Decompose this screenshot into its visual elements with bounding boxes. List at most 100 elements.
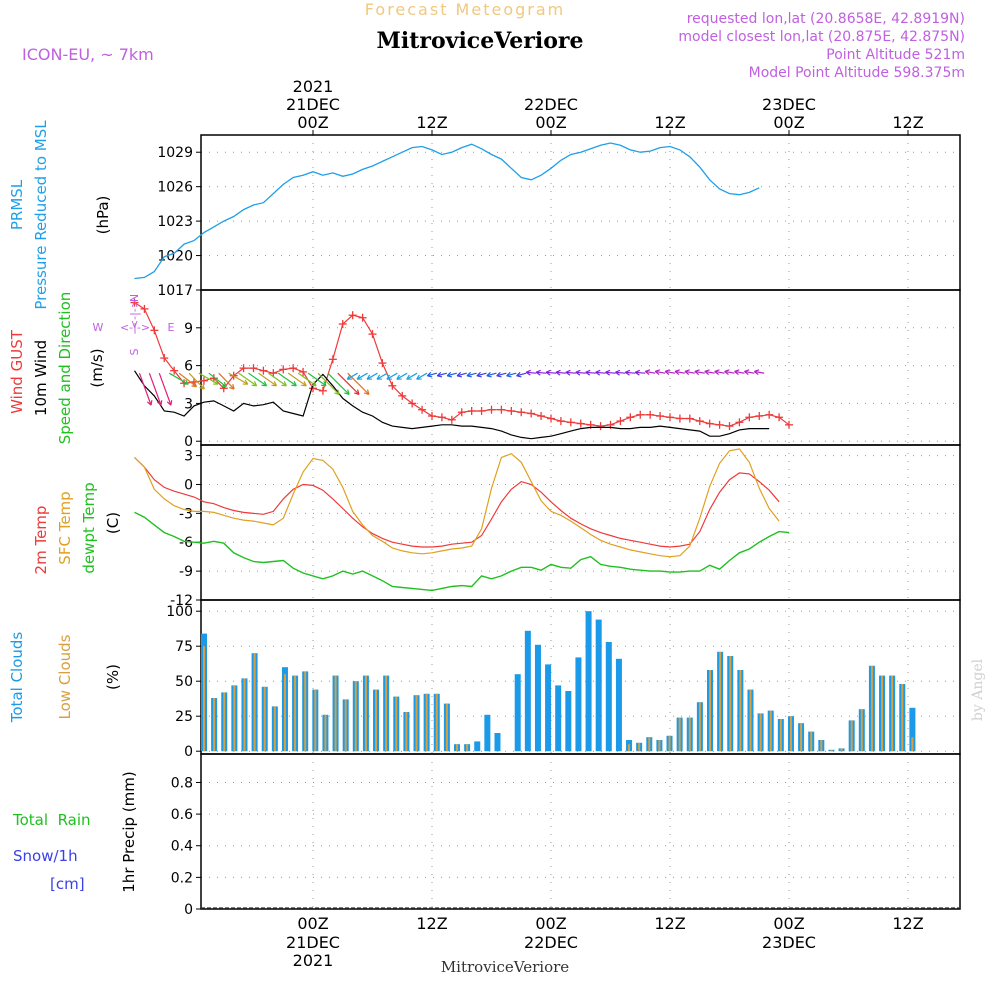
total-cloud-bar	[585, 611, 592, 752]
low-cloud-bar	[354, 681, 357, 752]
cloud-tick-label: 100	[166, 604, 193, 620]
arrow-head	[565, 369, 571, 373]
arrow-head	[704, 370, 710, 376]
low-cloud-bar	[719, 651, 722, 752]
wind-direction-arrow	[476, 371, 487, 378]
arrow-head	[506, 375, 512, 378]
low-cloud-bar	[243, 678, 246, 752]
bottom-hour-label: 12Z	[654, 914, 685, 933]
arrow-shaft	[516, 372, 527, 377]
wind-unit: (m/s)	[88, 348, 106, 387]
low-cloud-bar	[810, 731, 813, 752]
arrow-shaft	[427, 372, 438, 377]
arrow-shaft	[346, 372, 358, 380]
bottom-year-label: 2021	[293, 951, 334, 970]
top-hour-label: 12Z	[654, 113, 685, 132]
low-cloud-bar	[456, 744, 458, 752]
wind-direction-arrow	[346, 372, 358, 380]
arrow-head	[516, 375, 522, 378]
arrow-head	[684, 369, 690, 373]
wind-direction-arrow	[744, 369, 755, 376]
arrow-head	[354, 392, 360, 395]
arrow-head	[244, 379, 249, 385]
wind10m-line	[133, 370, 770, 440]
wind-direction-arrow	[297, 372, 317, 387]
arrow-head	[664, 370, 670, 376]
gust-marker	[547, 414, 555, 423]
arrow-head	[535, 369, 541, 373]
low-cloud-bar	[324, 714, 327, 752]
compass-w: W	[93, 321, 104, 334]
low-cloud-bar	[860, 709, 863, 752]
arrow-head	[674, 370, 680, 376]
wind-tick-label: 0	[184, 434, 193, 450]
wind-direction-arrow	[268, 372, 287, 387]
low-cloud-bar	[253, 653, 256, 752]
bottom-hour-label: 00Z	[297, 914, 328, 933]
t2m-label: 2m Temp	[32, 506, 50, 575]
wind-direction-arrow	[624, 369, 636, 376]
low-cloud-bar	[779, 719, 782, 752]
gust-marker	[269, 369, 278, 378]
compass-n: N	[128, 294, 141, 302]
arrow-head	[446, 375, 453, 378]
gust-marker	[656, 412, 665, 421]
pressure-tick-label: 1023	[157, 214, 193, 230]
precip-tick-label: 0.4	[171, 839, 193, 855]
precip-tick-label: 0.6	[171, 807, 193, 823]
arrow-shaft	[476, 372, 487, 377]
gust-marker	[348, 311, 357, 320]
wind-direction-arrow	[386, 372, 398, 380]
low-cloud-bar	[283, 674, 286, 752]
wind-direction-arrow	[516, 371, 527, 378]
station-title: MitroviceVeriore	[377, 28, 584, 54]
total-cloud-bar	[494, 733, 501, 752]
arrow-head	[704, 369, 710, 373]
cloud-tick-label: 50	[175, 674, 193, 690]
arrow-head	[575, 369, 581, 373]
arrow-shaft	[714, 370, 725, 374]
arrow-shaft	[446, 372, 457, 377]
gust-marker	[398, 391, 407, 400]
gust-marker	[279, 365, 288, 374]
arrow-head	[545, 371, 551, 376]
arrow-shaft	[665, 370, 676, 374]
low-cloud-bar	[425, 693, 428, 752]
arrow-head	[311, 384, 317, 387]
arrow-shaft	[744, 370, 755, 374]
arrow-shaft	[645, 370, 656, 374]
wind-direction-arrow	[436, 371, 448, 378]
gust-marker	[755, 412, 764, 421]
arrow-head	[406, 374, 410, 380]
wind-direction-arrow	[327, 372, 350, 395]
arrow-head	[232, 384, 235, 390]
precip-ylabel: 1hr Precip (mm)	[120, 771, 138, 892]
wind-direction-arrow	[406, 372, 418, 380]
low-cloud-bar	[830, 749, 833, 752]
arrow-head	[199, 386, 205, 390]
gust-marker	[477, 406, 486, 415]
low-cloud-bar	[759, 713, 762, 752]
temp-tick-label: 0	[184, 477, 193, 493]
arrow-shaft	[366, 372, 378, 380]
total-cloud-label: Total Clouds	[8, 632, 26, 724]
gust-marker	[150, 326, 159, 335]
arrow-head	[595, 371, 601, 376]
low-cloud-bar	[769, 710, 772, 752]
pressure-frame	[200, 134, 961, 291]
arrow-head	[416, 374, 420, 380]
arrow-head	[223, 381, 227, 387]
arrow-head	[585, 369, 591, 373]
gust-marker	[418, 405, 427, 414]
arrow-shaft	[208, 372, 227, 388]
gust-marker	[507, 406, 516, 415]
arrow-head	[744, 370, 749, 376]
gust-marker	[695, 417, 704, 426]
arrow-head	[446, 371, 452, 377]
low-cloud-bar	[385, 675, 388, 752]
arrow-head	[456, 375, 463, 378]
arrow-shaft	[317, 372, 340, 395]
arrow-head	[363, 392, 370, 395]
top-date-label: 23DEC	[762, 95, 816, 114]
